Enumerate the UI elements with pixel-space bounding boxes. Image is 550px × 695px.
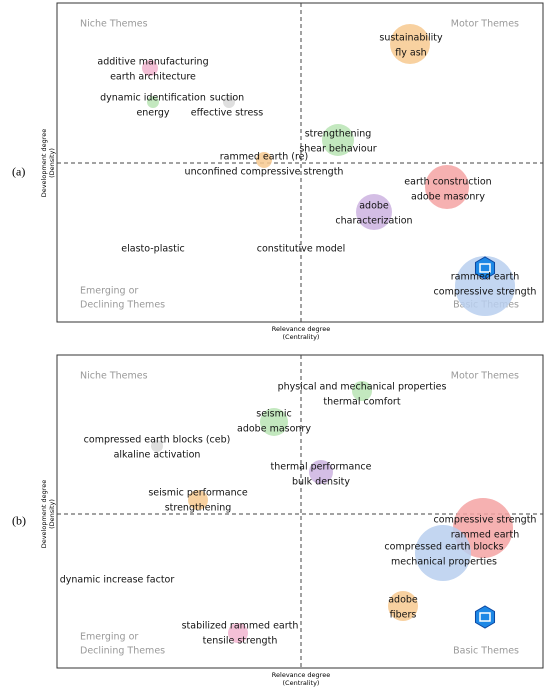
theme-label: earth construction [404,177,491,188]
quadrant-label: Niche Themes [80,371,148,382]
quadrant-label: Basic Themes [453,646,519,657]
theme-label: tensile strength [203,636,278,647]
theme-label: suction [210,93,244,104]
y-axis-title: Development degree (Density) [40,129,56,198]
theme-label: bulk density [292,477,350,488]
theme-bubble [388,591,418,621]
theme-label: energy [136,108,169,119]
y-axis-label: Development degree [40,129,48,198]
x-axis-label: (Centrality) [283,679,320,687]
theme-label: stabilized rammed earth [182,621,299,632]
plot-frame [56,354,544,669]
theme-label: adobe masonry [237,424,311,435]
theme-label: adobe masonry [411,192,485,203]
quadrant-label: Emerging or [80,632,138,643]
theme-bubble [309,460,333,484]
theme-label: sustainability [379,33,443,44]
theme-bubble [142,60,158,76]
theme-label: fibers [390,610,417,621]
theme-label: adobe [359,201,389,212]
y-axis-title: Development degree (Density) [40,480,56,549]
theme-label: compressive strength [434,515,537,526]
theme-label: seismic [256,409,292,420]
theme-bubble [256,152,272,168]
theme-bubble [260,408,288,436]
theme-label: mechanical properties [391,557,497,568]
theme-label: adobe [388,595,418,606]
theme-label: compressed earth blocks (ceb) [84,435,231,446]
x-axis-label: (Centrality) [283,333,320,341]
theme-bubble [352,381,372,401]
theme-bubble [425,165,469,209]
y-axis-label: Development degree [40,480,48,549]
theme-bubble [223,96,235,108]
theme-label: rammed earth [451,272,519,283]
theme-label: dynamic identification [100,93,206,104]
theme-label: compressed earth blocks [384,542,503,553]
theme-label: additive manufacturing [97,57,208,68]
quadrant-label: Declining Themes [80,300,165,311]
theme-label: earth architecture [110,72,196,83]
theme-label: fly ash [395,48,426,59]
theme-label: seismic performance [148,488,248,499]
theme-bubble [322,124,354,156]
theme-bubble [188,490,208,510]
theme-label: effective stress [191,108,263,119]
quadrant-label: Declining Themes [80,646,165,657]
panel-label: (a) [12,164,25,178]
quadrant-label: Motor Themes [451,371,519,382]
quadrant-label: Emerging or [80,286,138,297]
theme-bubble [147,96,159,108]
logo-icon [474,256,496,280]
theme-label: dynamic increase factor [60,575,175,586]
x-axis-label: Relevance degree [272,671,330,679]
theme-bubble [356,194,392,230]
theme-label: unconfined compressive strength [185,167,344,178]
quadrant-label: Niche Themes [80,19,148,30]
y-axis-label: (Density) [48,499,56,529]
theme-label: strengthening [165,503,232,514]
theme-label: alkaline activation [114,450,201,461]
theme-label: elasto-plastic [121,244,184,255]
theme-bubble [455,256,515,316]
theme-bubble [415,525,471,581]
quadrant-label: Motor Themes [451,19,519,30]
theme-bubble [151,440,163,452]
theme-label: compressive strength [434,287,537,298]
x-axis-label: Relevance degree [272,325,330,333]
theme-label: characterization [335,216,412,227]
theme-label: rammed earth [451,530,519,541]
theme-label: rammed earth (re) [220,152,308,163]
theme-label: physical and mechanical properties [278,382,447,393]
theme-label: thermal comfort [323,397,400,408]
theme-bubble [228,623,248,643]
y-axis-label: (Density) [48,148,56,178]
theme-label: thermal performance [271,462,372,473]
theme-label: shear behaviour [299,144,376,155]
logo-icon [479,612,491,622]
theme-label: constitutive model [257,244,346,255]
logo-icon [479,263,491,273]
theme-label: strengthening [305,129,372,140]
theme-bubble [390,24,430,64]
panel-label: (b) [12,513,26,527]
logo-icon [474,605,496,629]
